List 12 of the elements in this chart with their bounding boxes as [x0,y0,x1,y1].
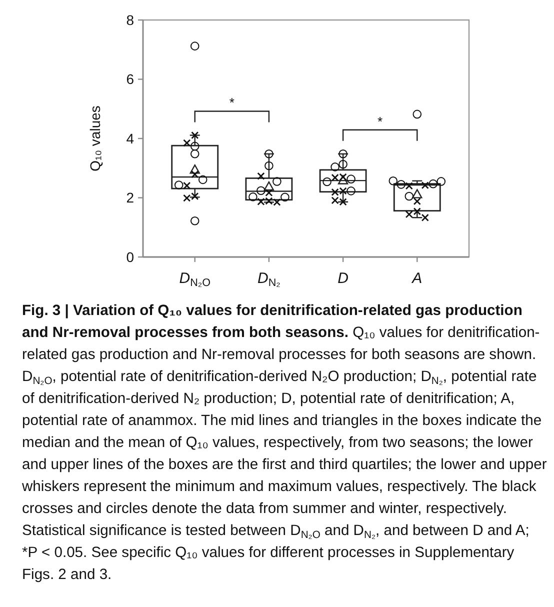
y-tick-label: 2 [126,190,134,206]
x-tick-label: D [338,270,349,287]
y-tick-label: 0 [126,248,134,265]
annotation: * [229,95,234,110]
x-tick-label: D$_{N₂O}$ [179,270,210,290]
y-tick-label: 4 [126,130,134,146]
y-tick-label: 6 [126,71,134,88]
x-tick-label: D$_{N₂}$ [258,270,280,290]
x-tick-label: A [411,270,422,287]
y-axis-title: Q₁₀ values [87,106,103,172]
annotation: * [378,114,383,129]
y-tick-label: 8 [126,12,134,28]
